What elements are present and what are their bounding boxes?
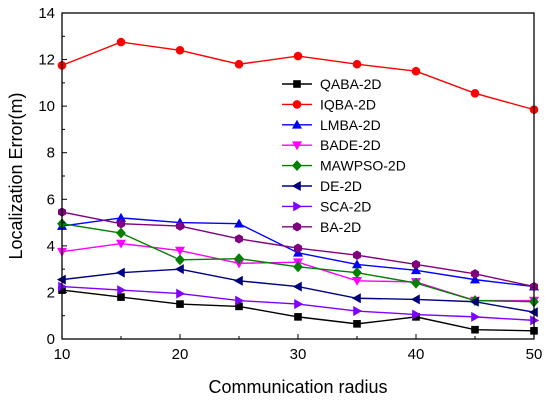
legend-label: MAWPSO-2D [320, 158, 406, 174]
data-point [294, 313, 302, 321]
legend-label: BADE-2D [320, 137, 381, 153]
legend-item: QABA-2D [282, 76, 381, 92]
y-tick-label: 6 [47, 191, 55, 208]
data-point [116, 37, 126, 47]
data-point [291, 141, 303, 151]
data-point [293, 51, 303, 61]
data-point [352, 59, 362, 69]
data-point [294, 299, 304, 310]
data-point [175, 221, 185, 231]
data-point [176, 300, 184, 308]
data-point [411, 66, 421, 76]
legend-label: LMBA-2D [320, 117, 381, 133]
data-point [233, 218, 245, 228]
legend-item: DE-2D [282, 178, 362, 194]
y-tick-label: 12 [38, 52, 55, 69]
y-tick-label: 8 [47, 145, 55, 162]
data-point [410, 294, 420, 305]
tick-labels: 10 20 30 40 50 0 2 4 6 8 10 12 14 [38, 5, 542, 363]
legend-item: LMBA-2D [282, 117, 381, 133]
data-point [291, 180, 301, 192]
data-point [174, 264, 184, 275]
data-point [117, 285, 127, 296]
y-tick-label: 10 [38, 98, 55, 115]
data-point [470, 89, 480, 98]
data-point [471, 325, 479, 334]
data-point [292, 160, 302, 172]
legend-item: BA-2D [282, 219, 361, 235]
legend-label: BA-2D [320, 219, 361, 235]
data-point [116, 219, 126, 229]
data-point [176, 288, 186, 299]
legend-label: IQBA-2D [320, 96, 376, 112]
legend-item: BADE-2D [282, 137, 381, 153]
x-tick-label: 30 [290, 346, 307, 363]
data-point [234, 253, 244, 265]
data-point [116, 227, 126, 239]
data-point [175, 45, 185, 55]
data-point [234, 59, 244, 69]
x-tick-label: 10 [54, 346, 71, 363]
data-point [292, 222, 302, 232]
data-point [233, 275, 243, 286]
data-point [235, 295, 245, 306]
x-tick-label: 40 [408, 346, 425, 363]
data-point [353, 320, 361, 328]
data-point [292, 281, 302, 292]
x-axis-title: Communication radius [208, 377, 387, 397]
series-markers-MAWPSO-2D [57, 218, 539, 308]
legend-item: SCA-2D [282, 198, 371, 214]
data-point [293, 243, 303, 253]
data-point [411, 277, 421, 289]
data-point [411, 259, 421, 270]
y-tick-label: 2 [47, 284, 55, 301]
data-point [291, 119, 303, 129]
data-point [469, 296, 479, 307]
legend-item: IQBA-2D [282, 96, 376, 112]
data-point [353, 306, 363, 317]
y-tick-label: 14 [38, 5, 55, 22]
data-point [410, 265, 422, 275]
data-point [117, 293, 125, 301]
series-markers-BA-2D [57, 207, 539, 292]
data-point [352, 250, 362, 260]
data-point [115, 239, 127, 249]
series-markers-IQBA-2D [57, 37, 539, 114]
data-point [293, 80, 301, 88]
legend-item: MAWPSO-2D [282, 158, 406, 174]
x-tick-label: 50 [526, 346, 543, 363]
data-point [352, 267, 362, 279]
data-point [293, 261, 303, 273]
data-point [469, 274, 481, 284]
data-point [115, 267, 125, 278]
data-point [470, 269, 480, 279]
data-point [471, 311, 481, 322]
data-point [293, 201, 303, 212]
data-point [234, 234, 244, 244]
axis-ticks [61, 12, 535, 340]
data-point [412, 309, 422, 320]
y-tick-label: 0 [47, 331, 55, 348]
data-point [174, 246, 186, 256]
x-tick-label: 20 [172, 346, 189, 363]
legend-label: QABA-2D [320, 76, 381, 92]
data-point [175, 254, 185, 266]
data-point [351, 293, 361, 304]
legend-label: DE-2D [320, 178, 362, 194]
data-point [292, 100, 302, 109]
y-tick-label: 4 [47, 238, 55, 255]
legend-label: SCA-2D [320, 198, 371, 214]
y-axis-title: Localization Error(m) [6, 92, 26, 259]
legend: QABA-2D IQBA-2D LMBA-2D BADE-2D MAWPSO-2D DE-… [282, 76, 406, 235]
